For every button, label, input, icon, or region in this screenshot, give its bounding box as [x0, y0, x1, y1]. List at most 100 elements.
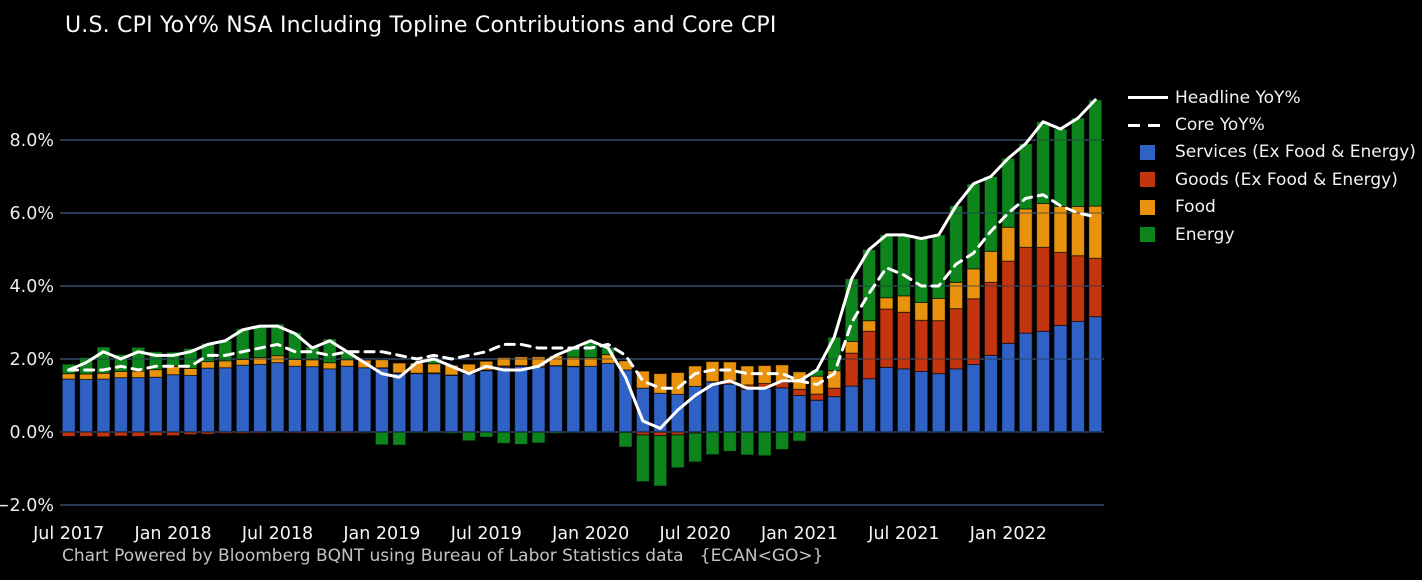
bar-segment: [601, 362, 616, 433]
bar-segment: [879, 234, 894, 299]
bar-segment: [253, 325, 268, 359]
bar-segment: [722, 431, 737, 452]
bar-segment: [531, 366, 546, 433]
bar-segment: [461, 373, 476, 433]
bar-segment: [200, 367, 215, 433]
bar-segment: [844, 385, 859, 433]
bar-segment: [235, 358, 250, 366]
bar-segment: [514, 365, 529, 433]
bar-segment: [966, 298, 981, 365]
bar-segment: [1036, 121, 1051, 205]
bar-segment: [1053, 324, 1068, 433]
bar-segment: [61, 378, 76, 433]
bar-segment: [253, 431, 268, 434]
bar-segment: [514, 431, 529, 445]
x-tick-label: Jul 2017: [32, 524, 104, 544]
bar-segment: [496, 431, 511, 444]
bar-segment: [548, 365, 563, 433]
bar-segment: [235, 431, 250, 434]
bar-segment: [1036, 246, 1051, 332]
bar-segment: [1001, 260, 1016, 344]
bar-segment: [218, 339, 233, 362]
bar-segment: [61, 431, 76, 437]
bar-segment: [531, 431, 546, 444]
y-tick-label: 0.0%: [10, 423, 54, 443]
bar-segment: [79, 378, 94, 433]
bar-segment: [392, 362, 407, 374]
bar-segment: [1018, 246, 1033, 334]
bar-segment: [583, 365, 598, 433]
color-swatch-icon: [1128, 144, 1175, 160]
y-tick-label: 8.0%: [10, 131, 54, 151]
bar-segment: [374, 367, 389, 433]
legend-item: Goods (Ex Food & Energy): [1128, 166, 1416, 193]
bar-segment: [931, 234, 946, 299]
bar-segment: [1070, 255, 1085, 322]
bar-segment: [183, 431, 198, 436]
bar-segment: [96, 431, 111, 438]
bar-segment: [305, 359, 320, 368]
legend-label: Food: [1175, 197, 1216, 218]
bar-segment: [757, 387, 772, 433]
y-tick-label: −2.0%: [0, 496, 54, 516]
x-tick-label: Jul 2021: [867, 524, 939, 544]
headline-line: [67, 98, 1097, 430]
core-line: [67, 193, 1097, 390]
bar-segment: [409, 373, 424, 433]
bar-segment: [427, 373, 442, 433]
bar-segment: [200, 361, 215, 369]
bar-segment: [792, 395, 807, 433]
bar-segment: [914, 238, 929, 303]
bar-segment: [409, 431, 424, 434]
bar-segment: [722, 383, 737, 433]
y-tick-label: 6.0%: [10, 204, 54, 224]
legend-item: Energy: [1128, 221, 1416, 248]
bar-segment: [340, 431, 355, 434]
bar-segment: [775, 431, 790, 451]
bar-segment: [113, 431, 128, 437]
bar-segment: [827, 387, 842, 398]
bar-segment: [218, 367, 233, 433]
bar-segment: [618, 431, 633, 448]
bar-segment: [340, 365, 355, 433]
bar-segment: [287, 431, 302, 434]
bar-segment: [688, 365, 703, 387]
bar-segment: [896, 368, 911, 433]
bar-segment: [148, 376, 163, 433]
y-tick-label: 4.0%: [10, 277, 54, 297]
legend-label: Core YoY%: [1175, 115, 1265, 136]
bar-segment: [235, 364, 250, 433]
bar-segment: [514, 356, 529, 367]
bar-segment: [949, 205, 964, 283]
bar-segment: [113, 377, 128, 433]
bar-segment: [966, 268, 981, 300]
bar-segment: [374, 431, 389, 446]
bar-segment: [670, 434, 685, 469]
bar-segment: [740, 388, 755, 433]
bar-segment: [792, 431, 807, 442]
legend-item: Services (Ex Food & Energy): [1128, 139, 1416, 166]
bar-segment: [931, 320, 946, 375]
bar-segment: [218, 360, 233, 369]
bar-segment: [61, 373, 76, 380]
bar-segment: [374, 359, 389, 369]
bar-segment: [862, 320, 877, 332]
chart-legend: Headline YoY% Core YoY% Services (Ex Food …: [1128, 84, 1416, 248]
x-tick-label: Jan 2018: [134, 524, 212, 544]
chart-source-note: Chart Powered by Bloomberg BQNT using Bu…: [62, 546, 824, 566]
x-tick-label: Jul 2020: [658, 524, 730, 544]
bar-segment: [792, 388, 807, 397]
bar-segment: [96, 378, 111, 433]
bar-segment: [496, 366, 511, 433]
bar-segment: [287, 365, 302, 433]
bar-segment: [444, 374, 459, 433]
bar-segment: [253, 363, 268, 433]
bar-segment: [688, 432, 703, 463]
bar-segment: [166, 374, 181, 433]
bar-segment: [166, 431, 181, 437]
bar-segment: [305, 431, 320, 434]
legend-item: Food: [1128, 194, 1416, 221]
bar-segment: [270, 323, 285, 357]
legend-label: Services (Ex Food & Energy): [1175, 142, 1416, 163]
bar-segment: [392, 431, 407, 446]
